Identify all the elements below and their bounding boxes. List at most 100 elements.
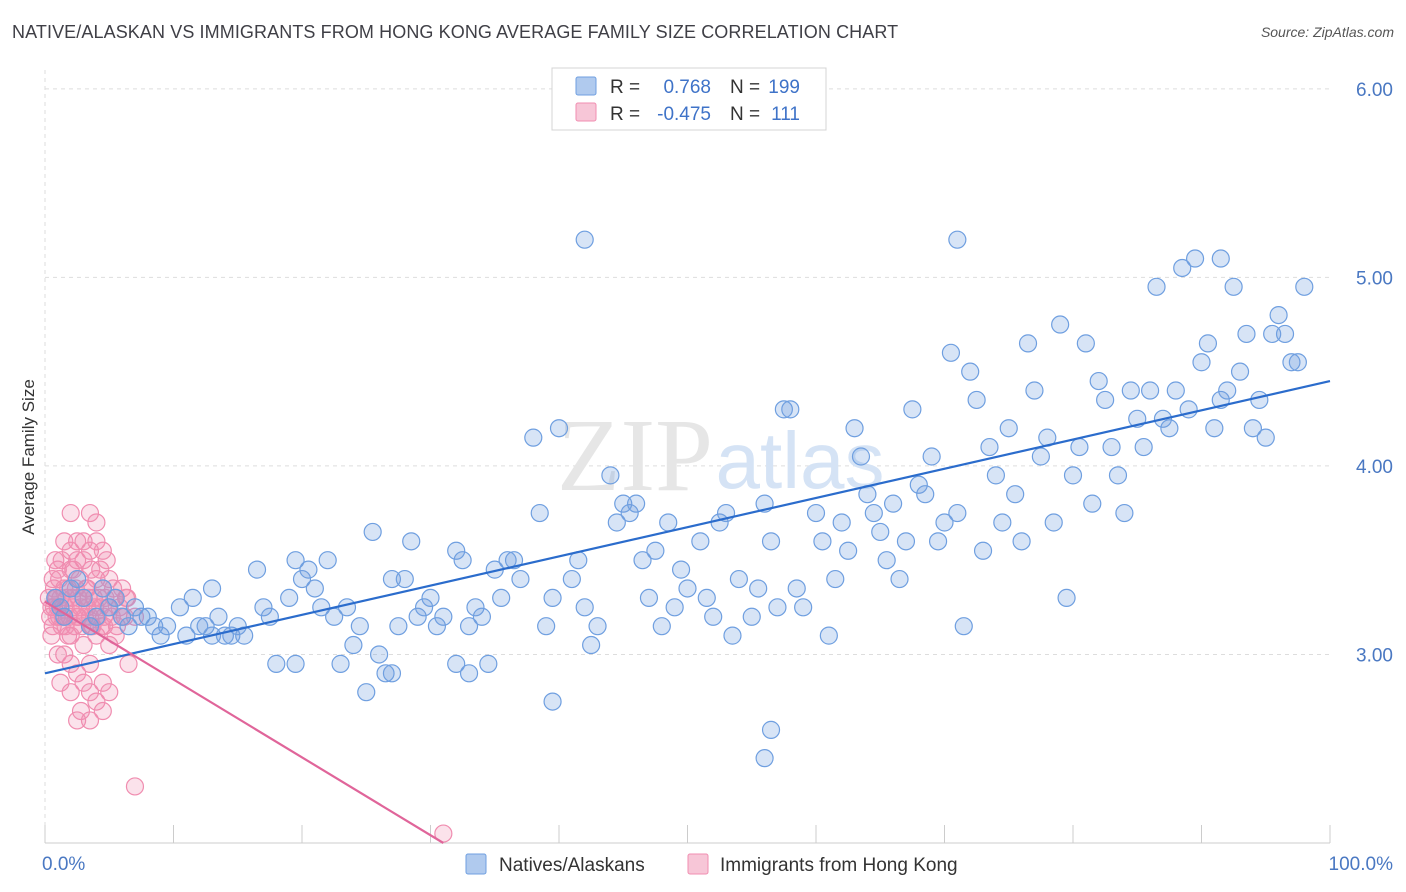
point-hong-kong [48, 645, 67, 664]
point-natives [723, 626, 742, 645]
point-natives [87, 607, 106, 626]
point-natives [787, 579, 806, 598]
point-hong-kong [80, 503, 100, 523]
point-natives [935, 513, 954, 532]
point-natives [1205, 419, 1224, 438]
watermark: ZIP atlas [557, 398, 884, 513]
point-natives [806, 503, 826, 523]
trend-lines [44, 380, 1331, 844]
point-natives [511, 569, 530, 589]
point-natives [633, 551, 652, 570]
point-natives [408, 607, 427, 626]
point-natives [286, 551, 305, 570]
point-natives [1006, 485, 1025, 504]
point-natives [813, 532, 832, 551]
point-hong-kong [93, 701, 112, 721]
legend-label-hong-kong: Immigrants from Hong Kong [720, 855, 958, 876]
point-natives [967, 390, 986, 410]
point-natives [1173, 258, 1192, 278]
point-natives [447, 654, 466, 673]
point-natives [453, 551, 472, 570]
point-natives [1256, 428, 1275, 447]
point-hong-kong [87, 513, 106, 532]
point-natives [543, 588, 562, 608]
point-natives [729, 569, 749, 589]
point-natives [331, 654, 350, 673]
legend-label-natives: Natives/Alaskans [499, 855, 645, 876]
source-label: Source: ZipAtlas.com [1260, 24, 1394, 40]
point-natives [492, 588, 511, 608]
point-hong-kong [125, 607, 145, 626]
chart-title: NATIVE/ALASKAN VS IMMIGRANTS FROM HONG K… [12, 22, 899, 42]
point-natives [1070, 437, 1089, 457]
point-natives [363, 522, 382, 542]
point-natives [1288, 353, 1307, 372]
point-natives [1243, 419, 1263, 438]
point-natives [106, 588, 125, 608]
legend-n-value: 111 [771, 104, 800, 125]
point-hong-kong [125, 777, 145, 796]
point-hong-kong [46, 551, 65, 570]
point-hong-kong [61, 683, 80, 702]
point-natives [318, 551, 337, 570]
point-natives [1134, 437, 1153, 457]
point-natives [1224, 277, 1243, 296]
point-natives [1250, 390, 1269, 410]
point-natives [145, 617, 164, 636]
point-natives [871, 522, 890, 542]
point-natives [839, 541, 858, 560]
point-natives [671, 560, 691, 579]
point-hong-kong [87, 532, 106, 551]
point-natives [1218, 381, 1237, 400]
point-natives [652, 617, 671, 636]
point-natives [851, 447, 871, 466]
point-natives [1057, 588, 1076, 608]
point-natives [916, 485, 935, 504]
point-hong-kong [95, 617, 114, 636]
point-natives [504, 551, 524, 570]
series-legend: Natives/Alaskans Immigrants from Hong Ko… [465, 853, 958, 876]
point-natives [337, 598, 357, 617]
point-hong-kong [97, 551, 116, 570]
point-natives [1121, 381, 1140, 400]
point-hong-kong [55, 645, 74, 664]
axes [44, 825, 1331, 844]
point-hong-kong [87, 692, 106, 711]
legend-swatch-blue [575, 76, 597, 96]
point-hong-kong [74, 635, 93, 655]
point-natives [1230, 362, 1250, 381]
point-natives [74, 588, 93, 608]
point-natives [980, 437, 999, 457]
point-hong-kong [80, 683, 100, 702]
point-natives [614, 494, 633, 513]
point-natives [1083, 494, 1102, 513]
point-natives [665, 598, 684, 617]
point-hong-kong [119, 654, 138, 673]
point-natives [157, 617, 177, 636]
point-natives [928, 532, 948, 551]
point-natives [414, 598, 434, 617]
point-natives [768, 598, 787, 617]
point-natives [543, 692, 562, 711]
x-tick-labels: 0.0% 100.0% [42, 854, 1393, 875]
point-natives [626, 494, 646, 513]
point-natives [678, 579, 697, 598]
point-natives [55, 607, 74, 626]
point-natives [794, 598, 813, 617]
point-natives [51, 598, 70, 617]
legend-n-value: 199 [768, 77, 800, 98]
point-natives [1166, 381, 1185, 400]
point-natives [941, 343, 961, 362]
point-natives [1076, 334, 1095, 353]
point-natives [774, 400, 793, 419]
point-hong-kong [93, 673, 112, 692]
point-hong-kong [55, 532, 74, 551]
point-natives [1018, 334, 1038, 353]
point-natives [427, 617, 447, 636]
point-natives [382, 569, 402, 589]
point-natives [1160, 419, 1179, 438]
point-natives [575, 230, 594, 249]
point-natives [46, 588, 65, 608]
point-natives [267, 654, 286, 673]
point-natives [100, 598, 119, 617]
